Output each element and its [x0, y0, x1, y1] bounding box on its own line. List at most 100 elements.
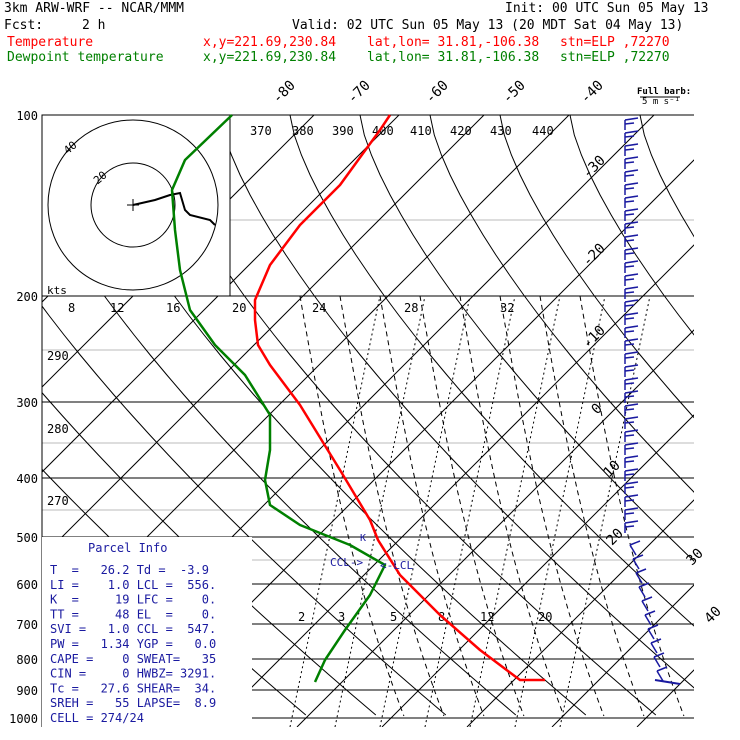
dry-adiabat-line — [499, 115, 694, 419]
wind-barb-flag — [624, 278, 635, 281]
parcel-info-line: CIN = 0 HWBZ= 3291. — [50, 667, 216, 681]
wind-barb-flag — [624, 403, 639, 407]
sounding-series — [170, 114, 545, 683]
theta-label: 280 — [47, 422, 69, 436]
wind-barb-flag — [624, 447, 635, 450]
valid-time: Valid: 02 UTC Sun 05 May 13 (20 MDT Sat … — [292, 18, 684, 33]
series-line-temperature — [253, 114, 545, 682]
parcel-info-bg — [42, 537, 252, 727]
theta-label: 290 — [47, 349, 69, 363]
hodograph-units: kts — [47, 284, 67, 297]
dry-adiabat-line — [359, 115, 694, 562]
wind-barb-staff — [653, 656, 661, 668]
isotherm-label: 10 — [601, 458, 624, 481]
pressure-tick-label: 900 — [16, 684, 38, 698]
parcel-info-line: K = 19 LFC = 0. — [50, 593, 216, 607]
pressure-tick-label: 400 — [16, 472, 38, 486]
isotherm-line — [42, 115, 400, 473]
mixing-ratio-label-bottom: 5 — [390, 610, 397, 624]
mixing-ratio-line — [559, 295, 651, 727]
wind-barb-flag — [624, 252, 635, 255]
wind-barb-flag — [624, 260, 639, 264]
dry-adiabat-line — [289, 115, 694, 627]
wind-barb-flag — [624, 390, 639, 394]
isotherm-line — [381, 414, 694, 727]
mixing-ratio-line — [334, 295, 426, 727]
temperature-legend: Temperature — [7, 35, 94, 50]
wind-barb-staff — [635, 572, 643, 584]
parcel-info-lines: T = 26.2 Td = -3.9LI = 1.0 LCL = 556.K =… — [50, 563, 216, 725]
wind-barb-flag — [624, 468, 639, 472]
mixing-ratio-label-top: 8 — [68, 301, 75, 315]
wind-barb-flag — [624, 351, 639, 355]
wind-barb-flag — [624, 208, 639, 212]
pressure-tick-label: 700 — [16, 618, 38, 632]
wind-barb-staff — [629, 544, 637, 556]
parcel-info-line: SREH = 55 LAPSE= 8.9 — [50, 696, 216, 710]
hodograph-ring-outer — [47, 119, 219, 291]
model-title: 3km ARW-WRF -- NCAR/MMM — [4, 1, 185, 16]
wind-barb-flag — [624, 343, 635, 346]
moist-adiabat-line — [299, 295, 405, 717]
wind-barb-flag — [624, 286, 639, 290]
wind-barb-flag — [650, 638, 662, 644]
wind-barb-flag — [624, 174, 635, 177]
isotherm-line — [42, 115, 315, 388]
wind-barb-staff — [647, 628, 655, 640]
wind-barb-flag — [624, 239, 635, 242]
wind-barb-flag — [624, 273, 639, 277]
parcel-info-line: T = 26.2 Td = -3.9 — [50, 563, 209, 577]
mixing-ratio-label-top: 28 — [404, 301, 418, 315]
pressure-tick-label: 600 — [16, 578, 38, 592]
isotherm-label: -10 — [580, 323, 609, 352]
wind-barb-flag — [624, 473, 635, 476]
parcel-info-title: Parcel Info — [88, 541, 167, 555]
pressure-tick-label: 200 — [16, 290, 38, 304]
hodograph-ring-inner — [90, 162, 176, 248]
moist-adiabat-line — [579, 295, 685, 717]
series-line-dewpoint-temperature — [170, 114, 387, 683]
wind-barb-flag — [624, 364, 639, 368]
wind-barb-flag — [624, 377, 639, 381]
wind-barb-flag — [624, 234, 639, 238]
isotherm-label: 30 — [684, 546, 707, 569]
fcst-value: 2 h — [82, 18, 106, 33]
wind-barb-flag — [624, 369, 635, 372]
isotherm-label: -80 — [270, 78, 299, 107]
wind-barb-staff — [644, 614, 652, 626]
dry-adiabat-line — [429, 115, 694, 493]
wind-barb-flag — [624, 122, 635, 125]
pressure-tick-label: 300 — [16, 396, 38, 410]
isotherm-label: -20 — [580, 241, 609, 270]
parcel-info-line: CAPE = 0 SWEAT= 35 — [50, 652, 216, 666]
wind-barb-flag — [624, 395, 635, 398]
theta-label: 430 — [490, 124, 512, 138]
wind-barbs — [624, 117, 681, 685]
full-barb-label: Full barb: — [637, 87, 691, 97]
mixing-ratio-label-bottom: 2 — [298, 610, 305, 624]
wind-barb-flag — [624, 247, 639, 251]
moist-adiabat-line — [419, 295, 525, 717]
wind-barb-flag — [629, 540, 641, 546]
isotherm-label: -40 — [578, 78, 607, 107]
isotherm-label: 0 — [589, 401, 606, 418]
isotherm-label: -60 — [423, 78, 452, 107]
parcel-info-line: PW = 1.34 YGP = 0.0 — [50, 637, 216, 651]
wind-barb-flag — [624, 434, 635, 437]
isotherm-line — [296, 329, 694, 727]
isotherm-label: 40 — [702, 604, 725, 627]
wind-barb-flag — [624, 507, 639, 511]
wind-barb-flag — [624, 512, 635, 515]
dry-adiabat-line — [42, 391, 377, 716]
moist-adiabat-line — [499, 295, 605, 717]
mixing-ratio-line — [289, 295, 381, 727]
wind-barb-flag — [624, 299, 639, 303]
wind-barb-flag — [624, 525, 635, 528]
wind-barb-flag — [647, 624, 659, 630]
lfc-marker: K — [360, 533, 366, 544]
wind-barb-flag — [624, 291, 635, 294]
pressure-tick-label: 500 — [16, 531, 38, 545]
wind-barb-flag — [624, 520, 639, 524]
parcel-info-line: LI = 1.0 LCL = 556. — [50, 578, 216, 592]
moist-adiabat-line — [459, 295, 565, 717]
